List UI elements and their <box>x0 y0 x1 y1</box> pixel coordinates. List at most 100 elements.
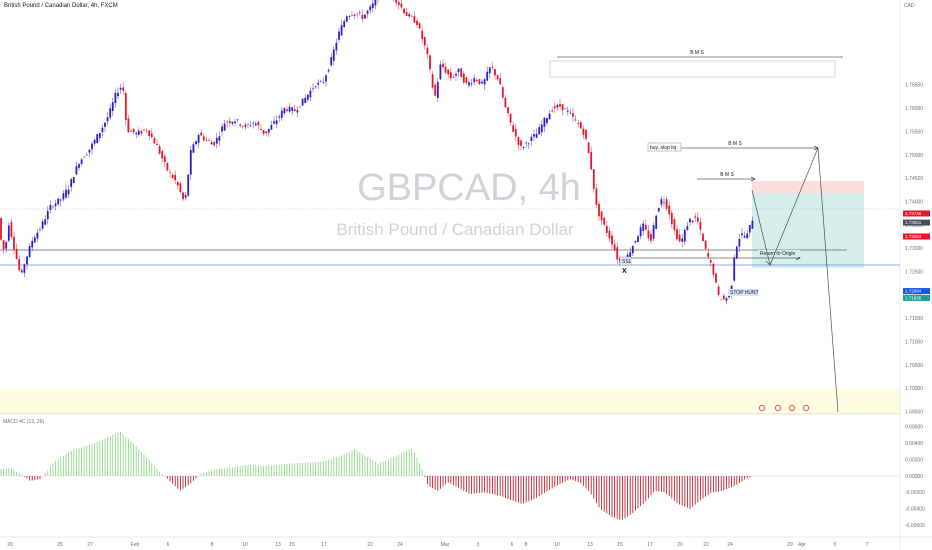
candle-body <box>80 159 83 165</box>
candle-body <box>234 121 236 123</box>
symbol-title[interactable]: British Pound / Canadian Dollar, 4h, FXC… <box>4 3 118 9</box>
event-icon[interactable] <box>759 405 765 411</box>
candle-body <box>148 130 151 137</box>
price-tag-label: 1.71936 <box>905 296 922 301</box>
candle-body <box>616 247 619 260</box>
price-tag-label: 1.73746 <box>905 211 922 216</box>
candle-body <box>93 139 96 144</box>
event-icon[interactable] <box>803 405 809 411</box>
candle-body <box>10 222 13 237</box>
candle-body <box>546 118 548 123</box>
candle-body <box>176 182 179 186</box>
candle-body <box>301 98 304 106</box>
candle-body <box>639 227 642 237</box>
candle-body <box>291 107 294 111</box>
time-tick-label: 17 <box>647 542 653 548</box>
candle-body <box>717 286 720 295</box>
candle-body <box>434 84 437 96</box>
candle-body <box>579 122 582 129</box>
candle-body <box>174 174 177 181</box>
candle-body <box>600 211 603 221</box>
candle-body <box>361 14 364 20</box>
candle-body <box>358 12 361 14</box>
time-tick-label: Apr <box>798 542 806 548</box>
candle-body <box>603 217 606 225</box>
macd-histogram[interactable] <box>0 432 900 520</box>
candle-body <box>171 174 174 179</box>
candle-body <box>340 25 343 36</box>
candle-body <box>722 295 725 300</box>
currency-badge[interactable]: CAD <box>904 3 915 9</box>
time-tick-label: 6 <box>511 542 514 548</box>
candle-body <box>18 259 21 271</box>
buy-stop-liq-box[interactable] <box>647 142 682 152</box>
event-icons[interactable] <box>759 405 809 411</box>
candle-body <box>195 141 197 145</box>
candle-body <box>210 142 213 145</box>
candle-body <box>228 121 231 124</box>
time-tick-label: Feb <box>131 542 140 548</box>
macd-tick-label: 0.00400 <box>905 441 923 447</box>
price-axis[interactable]: 1.76500 1.76000 1.75500 1.75000 1.74500 1.740… <box>905 83 923 416</box>
candle-body <box>244 124 247 127</box>
candle-body <box>631 246 634 254</box>
price-tag <box>903 294 930 301</box>
candle-body <box>605 226 608 233</box>
time-tick-label: 24 <box>727 542 733 548</box>
price-tick-label: 1.73000 <box>905 246 923 252</box>
time-tick-label: 29 <box>787 542 793 548</box>
candle-body <box>304 97 307 103</box>
projected-path[interactable] <box>751 147 839 413</box>
candle-body <box>254 123 257 126</box>
candle-body <box>540 124 543 133</box>
event-icon[interactable] <box>775 405 781 411</box>
candle-body <box>455 73 457 76</box>
bms-low-label: B M S <box>720 172 734 178</box>
candle-body <box>28 245 31 258</box>
candle-body <box>449 72 452 79</box>
price-tick-label: 1.73500 <box>905 223 923 229</box>
candle-body <box>494 69 496 76</box>
candle-body <box>642 223 645 231</box>
candle-body <box>179 183 182 193</box>
candle-body <box>517 136 520 146</box>
candle-body <box>296 110 299 113</box>
candle-body <box>400 3 403 8</box>
time-tick-label: 10 <box>242 542 248 548</box>
candle-body <box>676 229 678 240</box>
price-tag <box>903 233 930 240</box>
time-axis[interactable]: 20 25 27 Feb 6 8 10 13 15 17 22 24 Mar 3 6 8 10 13 15 17 20 2… <box>7 542 868 548</box>
candle-body <box>533 134 535 137</box>
candle-body <box>452 76 455 78</box>
candle-body <box>163 156 166 163</box>
stop-loss-zone <box>752 181 864 193</box>
candle-body <box>158 146 161 154</box>
candle-body <box>704 240 707 249</box>
price-tag <box>903 219 930 226</box>
candle-body <box>252 123 255 124</box>
candle-body <box>743 235 746 238</box>
candle-body <box>423 36 426 46</box>
time-tick-label: 15 <box>289 542 295 548</box>
candle-body <box>403 8 405 14</box>
price-tag <box>903 288 930 295</box>
ssl-label: SSL <box>622 259 632 265</box>
candle-body <box>153 138 156 144</box>
time-tick-label: Mar <box>441 542 450 548</box>
candle-body <box>652 225 655 239</box>
event-icon[interactable] <box>789 405 795 411</box>
candle-body <box>317 82 320 85</box>
candle-body <box>501 87 504 98</box>
macd-tick-label: 0.00200 <box>905 457 923 463</box>
candle-body <box>124 93 127 121</box>
candle-body <box>486 71 489 81</box>
candle-body <box>421 30 424 40</box>
candle-body <box>569 112 572 114</box>
time-tick-label: 25 <box>57 542 63 548</box>
candle-body <box>655 215 658 230</box>
time-tick-label: 13 <box>587 542 593 548</box>
candle-body <box>410 15 413 17</box>
candle-body <box>694 216 697 218</box>
candle-body <box>457 68 460 72</box>
